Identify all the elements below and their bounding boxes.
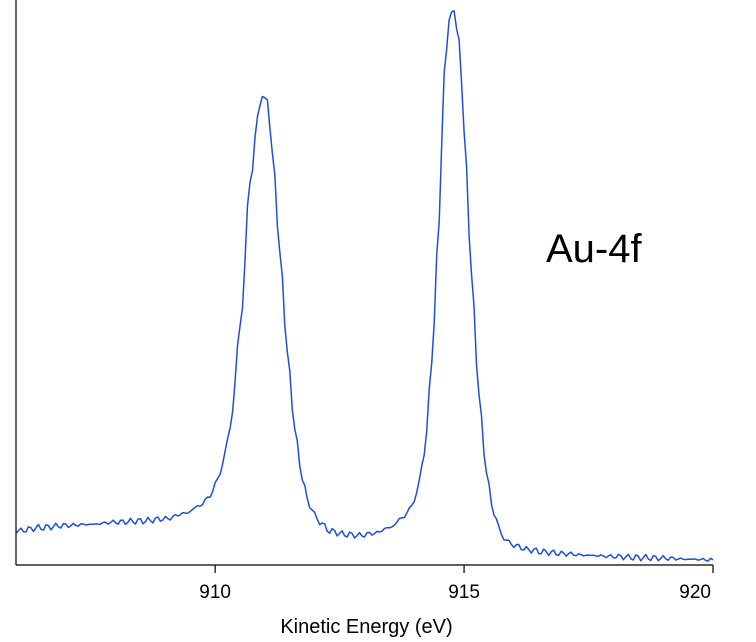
x-tick-label: 915 (448, 582, 480, 603)
x-tick-label: 920 (679, 582, 711, 603)
x-tick-label: 910 (199, 582, 231, 603)
spectrum-line (15, 10, 714, 562)
x-axis-title: Kinetic Energy (eV) (280, 616, 452, 638)
plot-area (15, 10, 714, 562)
peak-annotation: Au-4f (546, 227, 642, 271)
x-axis-ticks: 910 915 920 (199, 565, 714, 603)
